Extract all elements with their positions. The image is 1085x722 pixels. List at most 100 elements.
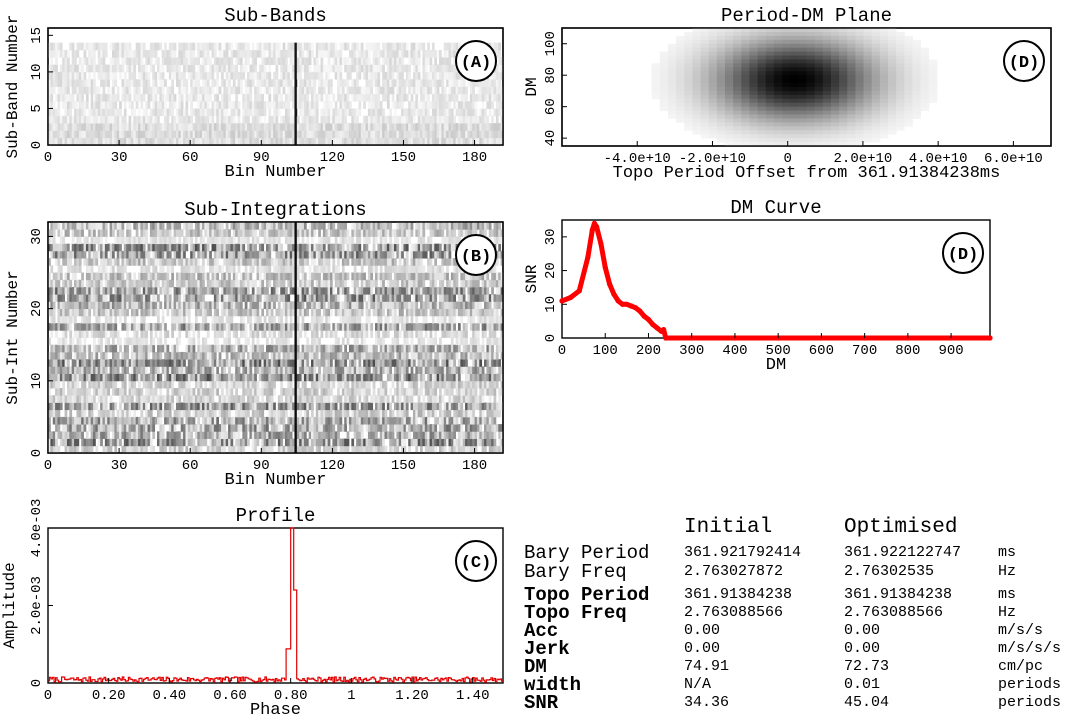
heat-cell	[225, 402, 229, 411]
heat-cell	[403, 137, 407, 146]
heat-cell	[258, 416, 262, 425]
heat-cell	[216, 64, 220, 73]
heat-cell	[363, 438, 366, 447]
heat-cell	[104, 79, 108, 87]
heat-cell	[104, 395, 108, 403]
heat-cell	[296, 424, 300, 432]
heat-cell	[128, 337, 132, 346]
heat-cell	[422, 101, 426, 109]
heat-cell	[69, 42, 73, 51]
heat-cell	[417, 49, 421, 58]
heat-cell	[149, 380, 153, 389]
heat-cell	[384, 366, 388, 374]
heat-cell	[415, 71, 419, 80]
heat-cell	[405, 115, 409, 124]
chart-title: Sub-Bands	[224, 5, 327, 27]
heat-cell	[55, 431, 58, 439]
heat-cell	[57, 115, 61, 124]
heat-cell	[341, 380, 345, 389]
heat-cell	[346, 86, 350, 95]
heat-cell	[337, 416, 340, 425]
heat-cell	[126, 93, 129, 102]
heat-cell	[76, 49, 80, 58]
heat-cell	[457, 130, 461, 139]
heat-cell	[52, 359, 56, 367]
heat-cell	[107, 424, 111, 432]
heat-cell	[164, 402, 167, 411]
heat-cell	[424, 86, 428, 95]
heat-cell	[417, 86, 421, 95]
heat-cell	[52, 438, 56, 447]
heat-cell	[363, 373, 366, 382]
heat-cell	[76, 123, 80, 131]
heat-cell	[344, 438, 347, 447]
heat-cell	[469, 101, 473, 109]
heat-cell	[429, 424, 433, 432]
heat-cell	[415, 123, 419, 131]
heat-cell	[48, 115, 51, 124]
heat-cell	[142, 86, 146, 95]
heat-cell	[64, 337, 68, 346]
heat-cell	[78, 416, 82, 425]
heat-cell	[194, 42, 198, 51]
heat-cell	[401, 388, 404, 396]
heat-cell	[434, 380, 438, 389]
heat-cell	[202, 115, 205, 124]
x-tick-label: 60	[182, 150, 199, 166]
heat-cell	[66, 108, 70, 117]
heat-cell	[441, 64, 445, 73]
heat-cell	[171, 64, 174, 73]
heat-cell	[171, 402, 174, 411]
heat-cell	[142, 424, 146, 432]
heat-cell	[154, 137, 158, 146]
heat-cell	[78, 409, 82, 418]
heat-cell	[119, 424, 122, 432]
heat-cell	[123, 438, 127, 447]
heat-cell	[320, 344, 324, 353]
heat-cell	[135, 42, 139, 51]
heat-cell	[493, 431, 497, 439]
heat-cell	[292, 137, 295, 146]
heat-cell	[59, 351, 63, 360]
heat-cell	[330, 123, 333, 131]
heat-cell	[422, 424, 426, 432]
heat-cell	[52, 130, 56, 139]
heat-cell	[284, 359, 288, 367]
heat-cell	[393, 137, 397, 146]
heat-cell	[190, 395, 193, 403]
heat-cell	[251, 79, 255, 87]
heat-cell	[157, 438, 160, 447]
heat-cell	[422, 79, 426, 87]
heat-cell	[284, 402, 288, 411]
heat-cell	[479, 402, 483, 411]
heat-cell	[434, 351, 438, 360]
heat-cell	[197, 86, 201, 95]
heat-cell	[424, 57, 428, 65]
heat-cell	[66, 57, 70, 65]
heat-cell	[180, 445, 184, 454]
heat-cell	[104, 445, 108, 454]
heat-cell	[457, 101, 461, 109]
x-tick-label: 90	[253, 150, 270, 166]
heat-cell	[405, 337, 409, 346]
heat-cell	[152, 93, 156, 102]
heat-cell	[315, 57, 319, 65]
heat-cell	[85, 130, 89, 139]
heat-cell	[244, 366, 248, 374]
heat-cell	[104, 42, 108, 51]
heat-cell	[277, 395, 281, 403]
heat-cell	[209, 431, 212, 439]
heat-cell	[308, 416, 312, 425]
heat-cell	[467, 366, 471, 374]
heat-cell	[159, 409, 163, 418]
heat-cell	[322, 388, 326, 396]
heat-cell	[102, 115, 106, 124]
heat-cell	[97, 395, 101, 403]
heat-cell	[318, 359, 321, 367]
heat-cell	[367, 416, 371, 425]
heat-cell	[405, 64, 409, 73]
heat-cell	[164, 409, 167, 418]
heat-cell	[284, 337, 288, 346]
heat-cell	[223, 409, 227, 418]
heat-cell	[266, 388, 269, 396]
